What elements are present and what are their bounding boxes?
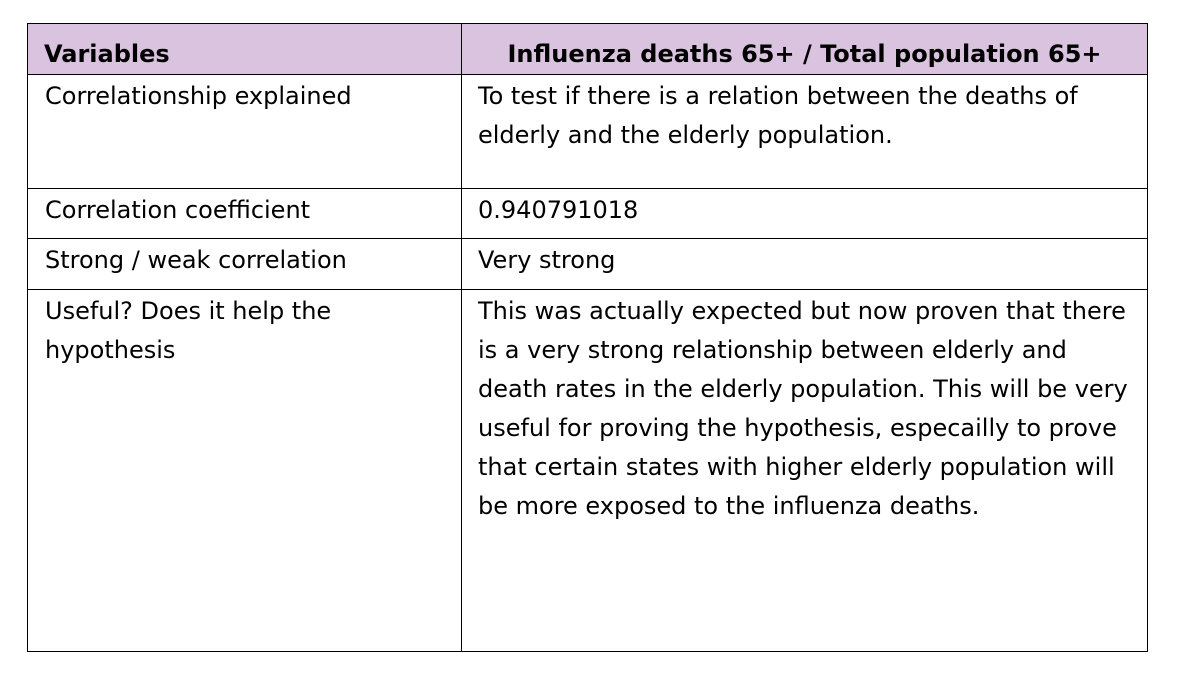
row-value-usefulness: This was actually expected but now prove…: [461, 289, 1148, 652]
correlation-table: Variables Influenza deaths 65+ / Total p…: [27, 23, 1148, 652]
header-variables: Variables: [27, 23, 462, 75]
row-value-correlationship: To test if there is a relation between t…: [461, 74, 1148, 189]
row-value-strength: Very strong: [461, 238, 1148, 290]
table-row: Useful? Does it help the hypothesis This…: [27, 289, 1148, 652]
table-row: Correlation coefficient 0.940791018: [27, 188, 1148, 239]
table-header: Variables Influenza deaths 65+ / Total p…: [27, 23, 1148, 75]
table-body: Correlationship explained To test if the…: [27, 74, 1148, 652]
header-row: Variables Influenza deaths 65+ / Total p…: [27, 23, 1148, 75]
header-influenza-ratio: Influenza deaths 65+ / Total population …: [461, 23, 1148, 75]
row-label-strength: Strong / weak correlation: [27, 238, 462, 290]
table-row: Correlationship explained To test if the…: [27, 74, 1148, 189]
row-label-usefulness: Useful? Does it help the hypothesis: [27, 289, 462, 652]
row-label-coefficient: Correlation coefficient: [27, 188, 462, 239]
table-row: Strong / weak correlation Very strong: [27, 238, 1148, 290]
row-value-coefficient: 0.940791018: [461, 188, 1148, 239]
row-label-correlationship: Correlationship explained: [27, 74, 462, 189]
